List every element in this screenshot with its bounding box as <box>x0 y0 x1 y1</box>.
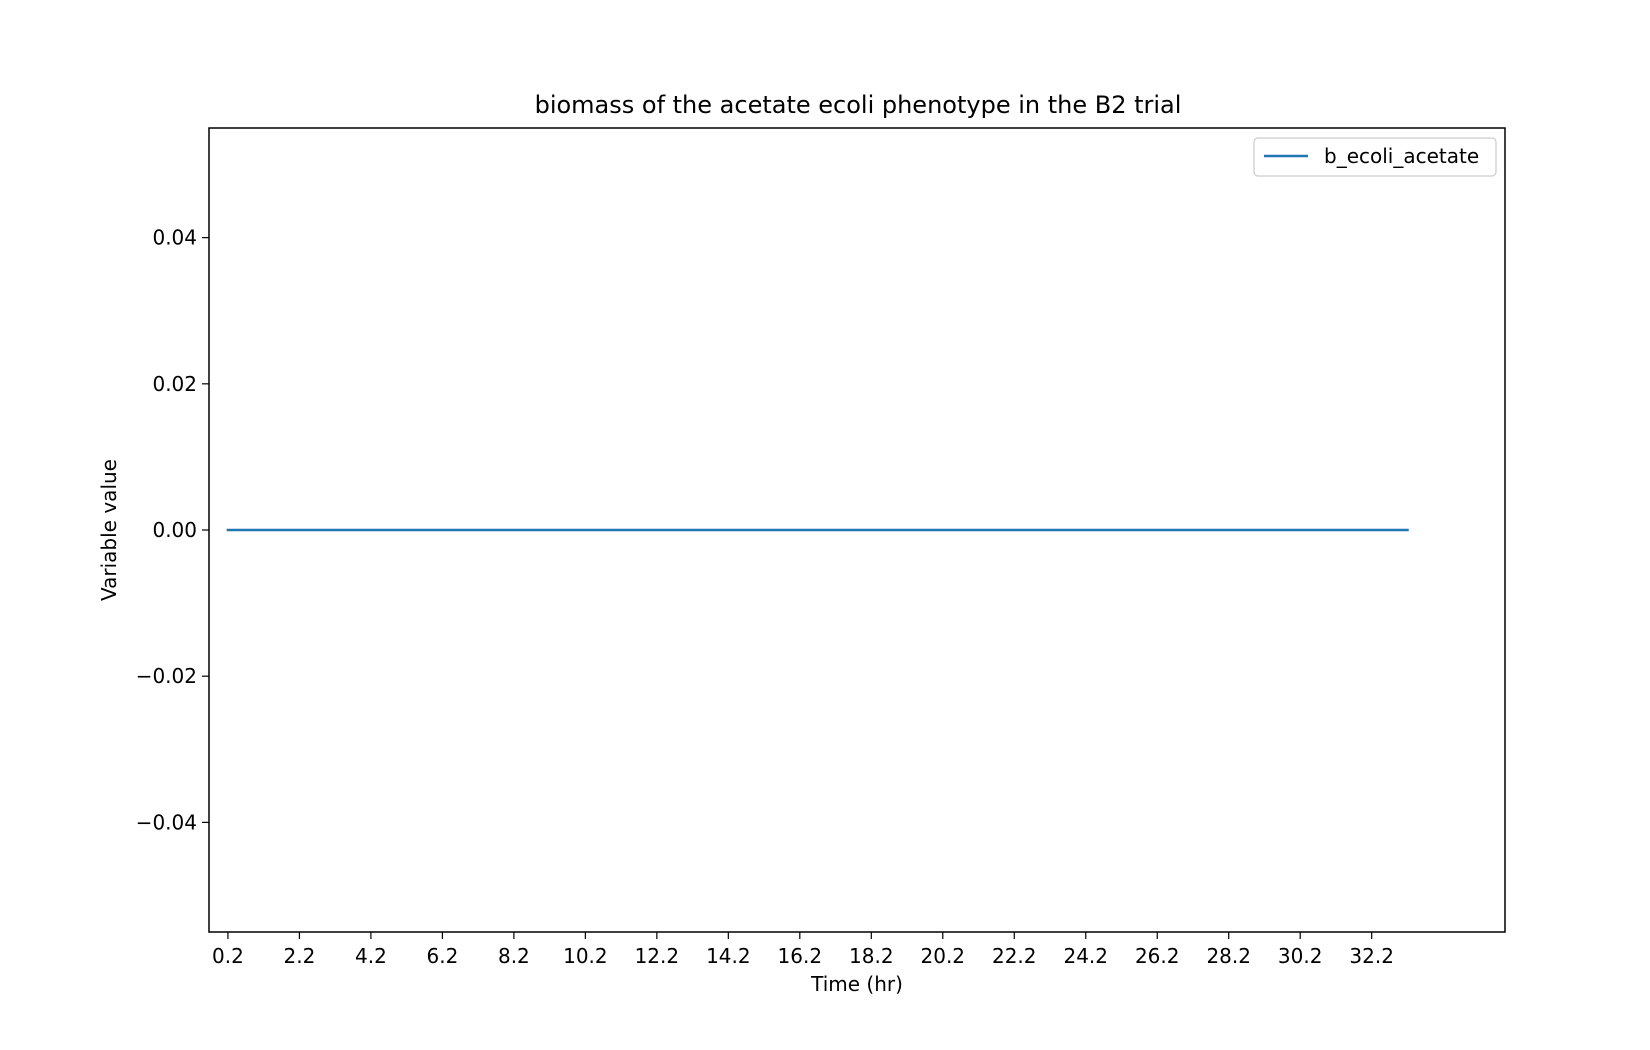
y-axis-title: Variable value <box>97 459 121 601</box>
data-point <box>941 529 944 532</box>
y-tick-label: −0.02 <box>136 664 197 688</box>
legend-label: b_ecoli_acetate <box>1324 144 1479 168</box>
x-tick-label: 2.2 <box>284 944 316 968</box>
y-tick-label: −0.04 <box>136 810 197 834</box>
x-tick-label: 4.2 <box>355 944 387 968</box>
y-tick-label: 0.02 <box>152 372 197 396</box>
x-tick-label: 26.2 <box>1135 944 1180 968</box>
y-tick-label: 0.00 <box>152 518 197 542</box>
x-tick-label: 28.2 <box>1206 944 1251 968</box>
data-point <box>584 529 587 532</box>
x-tick-label: 14.2 <box>706 944 751 968</box>
legend-box <box>1253 137 1497 177</box>
x-tick-label: 32.2 <box>1349 944 1394 968</box>
legend: b_ecoli_acetate <box>1253 137 1497 177</box>
data-point <box>1370 529 1373 532</box>
data-point <box>1406 529 1409 532</box>
chart-title: biomass of the acetate ecoli phenotype i… <box>535 91 1182 119</box>
series-layer <box>226 528 1409 532</box>
data-point <box>870 529 873 532</box>
x-tick-label: 10.2 <box>563 944 608 968</box>
plot-frame <box>208 127 1506 933</box>
data-point <box>298 529 301 532</box>
x-tick-label: 6.2 <box>426 944 458 968</box>
x-tick-label: 30.2 <box>1278 944 1323 968</box>
x-axis-title: Time (hr) <box>810 972 903 996</box>
data-point <box>1299 529 1302 532</box>
data-point <box>1227 529 1230 532</box>
data-point <box>656 529 659 532</box>
x-tick-label: 24.2 <box>1063 944 1108 968</box>
x-tick-label: 20.2 <box>921 944 966 968</box>
data-point <box>227 529 230 532</box>
data-point <box>1156 529 1159 532</box>
data-point <box>1084 529 1087 532</box>
data-point <box>513 529 516 532</box>
y-tick-label: 0.04 <box>152 226 197 250</box>
data-point <box>370 529 373 532</box>
y-axis: 0.04 0.02 0.00 −0.02 −0.04 <box>136 226 209 834</box>
x-tick-label: 22.2 <box>992 944 1037 968</box>
data-point <box>727 529 730 532</box>
x-tick-label: 8.2 <box>498 944 530 968</box>
data-point <box>441 529 444 532</box>
data-point <box>1013 529 1016 532</box>
x-axis: 0.2 2.2 4.2 6.2 8.2 10.2 12.2 14.2 16.2 18.2 20.2 2… <box>212 932 1394 968</box>
x-tick-label: 18.2 <box>849 944 894 968</box>
x-tick-label: 16.2 <box>778 944 823 968</box>
x-tick-label: 12.2 <box>635 944 680 968</box>
data-point <box>799 529 802 532</box>
x-tick-label: 0.2 <box>212 944 244 968</box>
